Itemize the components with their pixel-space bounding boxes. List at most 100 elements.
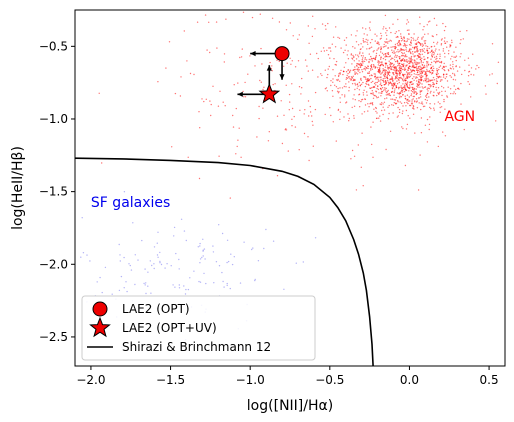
scatter-point — [198, 177, 201, 180]
scatter-point — [370, 67, 373, 69]
scatter-point — [411, 74, 413, 76]
scatter-point — [381, 109, 383, 112]
scatter-point — [455, 55, 458, 57]
lae2-opt-uv-marker — [258, 82, 281, 104]
scatter-point — [400, 85, 402, 87]
scatter-point — [466, 30, 468, 32]
scatter-point — [406, 44, 408, 47]
scatter-point — [385, 32, 387, 34]
scatter-point — [410, 42, 412, 44]
scatter-point — [437, 92, 439, 94]
scatter-point — [436, 68, 438, 70]
scatter-point — [416, 83, 418, 85]
x-tick-label: −2.0 — [76, 373, 105, 387]
scatter-point — [145, 282, 147, 284]
scatter-point — [417, 54, 419, 57]
scatter-point — [404, 45, 407, 47]
scatter-point — [343, 116, 345, 118]
scatter-point — [384, 59, 387, 61]
scatter-point — [212, 85, 214, 88]
scatter-point — [355, 72, 357, 74]
scatter-point — [433, 60, 435, 62]
scatter-point — [428, 70, 431, 72]
scatter-point — [262, 88, 264, 91]
scatter-point — [218, 224, 220, 226]
scatter-point — [367, 43, 369, 45]
scatter-point — [416, 80, 418, 82]
scatter-point — [402, 94, 404, 96]
scatter-point — [421, 57, 423, 59]
scatter-point — [402, 58, 404, 60]
scatter-point — [291, 107, 294, 110]
scatter-point — [426, 57, 429, 59]
scatter-point — [415, 73, 417, 76]
scatter-point — [403, 88, 405, 91]
region-annotations: AGN SF galaxies — [91, 109, 475, 211]
scatter-point — [260, 47, 262, 50]
scatter-point — [410, 94, 412, 97]
scatter-point — [406, 61, 408, 63]
scatter-point — [419, 75, 421, 78]
scatter-point — [209, 51, 211, 54]
scatter-point — [431, 72, 434, 74]
scatter-point — [408, 65, 411, 67]
scatter-point — [409, 50, 411, 53]
scatter-point — [423, 70, 425, 73]
scatter-point — [391, 66, 393, 68]
x-tick-label: −1.5 — [156, 373, 185, 387]
scatter-point — [432, 51, 434, 53]
scatter-point — [496, 82, 498, 85]
scatter-point — [440, 79, 442, 81]
scatter-point — [401, 91, 404, 93]
scatter-point — [339, 101, 341, 104]
scatter-point — [196, 21, 199, 23]
scatter-point — [446, 96, 449, 98]
scatter-point — [187, 156, 189, 158]
scatter-point — [398, 63, 400, 65]
scatter-point — [344, 96, 346, 98]
scatter-point — [272, 83, 274, 86]
scatter-point — [419, 93, 421, 96]
scatter-point — [285, 84, 287, 87]
scatter-point — [398, 111, 401, 114]
scatter-point — [396, 92, 399, 94]
scatter-point — [392, 104, 395, 107]
scatter-point — [397, 78, 400, 81]
scatter-point — [440, 44, 442, 46]
scatter-point — [359, 84, 362, 86]
scatter-point — [419, 69, 421, 71]
scatter-point — [208, 21, 210, 23]
scatter-point — [355, 35, 357, 37]
scatter-point — [392, 23, 394, 25]
scatter-point — [433, 83, 435, 85]
scatter-point — [387, 94, 389, 96]
scatter-point — [341, 87, 344, 89]
scatter-point — [367, 78, 369, 80]
scatter-point — [400, 35, 402, 38]
scatter-point — [409, 52, 412, 54]
scatter-point — [198, 280, 200, 283]
scatter-point — [395, 56, 398, 58]
scatter-point — [374, 58, 377, 61]
scatter-point — [430, 73, 433, 75]
scatter-point — [411, 91, 414, 93]
scatter-point — [411, 61, 413, 64]
scatter-point — [358, 89, 361, 91]
scatter-point — [312, 124, 314, 126]
scatter-point — [360, 83, 363, 86]
scatter-point — [407, 69, 409, 71]
scatter-point — [353, 79, 356, 81]
scatter-point — [382, 113, 384, 116]
scatter-point — [178, 258, 180, 261]
scatter-point — [409, 58, 411, 60]
scatter-point — [432, 76, 435, 79]
scatter-point — [355, 54, 357, 56]
scatter-point — [398, 88, 400, 90]
scatter-point — [451, 39, 453, 41]
scatter-point — [343, 39, 346, 41]
scatter-point — [358, 100, 360, 102]
scatter-point — [379, 64, 382, 66]
scatter-point — [375, 52, 378, 55]
scatter-point — [424, 42, 426, 45]
scatter-point — [453, 91, 455, 93]
